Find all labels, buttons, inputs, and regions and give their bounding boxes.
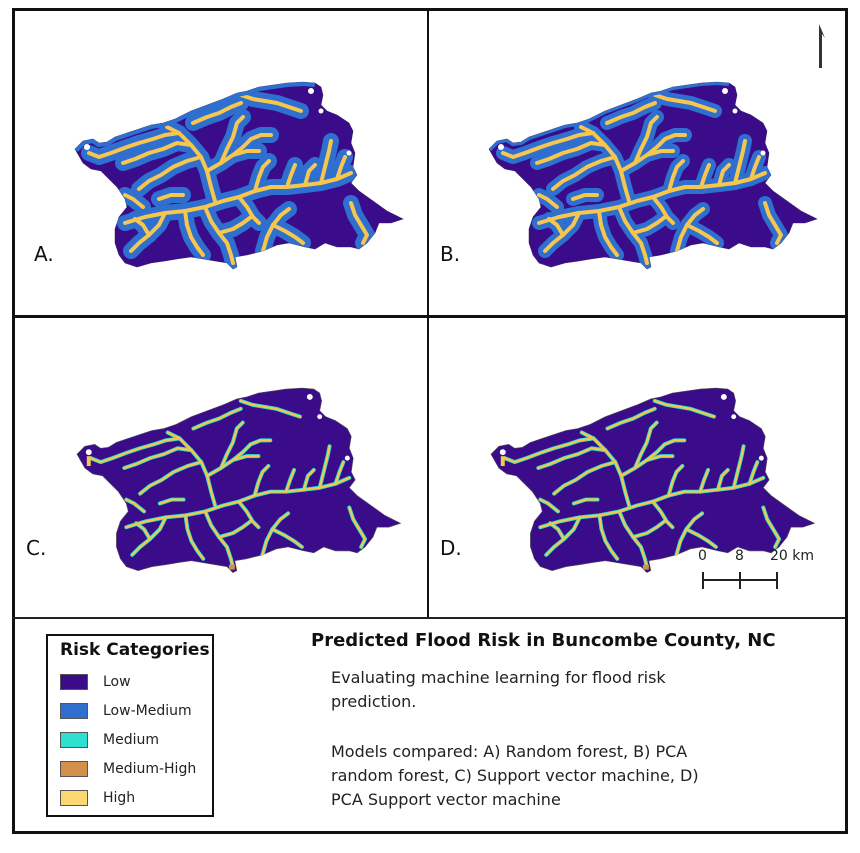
- panel-label-d: D.: [440, 536, 462, 560]
- county-map-a: [74, 81, 404, 270]
- legend-item-low-medium: Low-Medium: [60, 701, 192, 721]
- map-layout-frame: [12, 8, 848, 834]
- legend: Risk Categories Low Low-Medium Medium Me…: [46, 634, 214, 817]
- panel-divider-vertical: [427, 8, 429, 618]
- scale-bar-graphic: [702, 572, 778, 589]
- swatch-medium-high: [60, 761, 88, 777]
- models-line-3: PCA Support vector machine: [331, 790, 561, 809]
- legend-item-medium-high: Medium-High: [60, 759, 196, 779]
- panel-label-a: A.: [34, 242, 54, 266]
- map-title: Predicted Flood Risk in Buncombe County,…: [311, 630, 776, 651]
- map-panel-c: C.: [15, 318, 429, 616]
- models-line-2: random forest, C) Support vector machine…: [331, 766, 699, 785]
- legend-label: Low-Medium: [103, 703, 192, 719]
- description-line-1: Evaluating machine learning for flood ri…: [331, 668, 666, 687]
- swatch-high: [60, 790, 88, 806]
- panel-label-c: C.: [26, 536, 47, 560]
- legend-item-medium: Medium: [60, 730, 159, 750]
- scale-tick-20: 20 km: [770, 548, 815, 564]
- description-line-2: prediction.: [331, 692, 417, 711]
- legend-item-high: High: [60, 788, 135, 808]
- legend-label: Medium: [103, 732, 159, 748]
- scale-tick-8: 8: [735, 548, 744, 564]
- models-line-1: Models compared: A) Random forest, B) PC…: [331, 742, 688, 761]
- county-map-c: [76, 387, 402, 574]
- panel-label-b: B.: [440, 242, 461, 266]
- map-panel-a: A.: [15, 11, 429, 309]
- legend-title: Risk Categories: [60, 640, 210, 660]
- legend-divider: [12, 617, 845, 619]
- legend-label: Low: [103, 674, 131, 690]
- legend-label: Medium-High: [103, 761, 197, 777]
- legend-item-low: Low: [60, 672, 131, 692]
- map-panel-d: D.: [429, 318, 843, 616]
- map-panel-b: B.: [429, 11, 843, 309]
- county-map-d: [490, 387, 816, 574]
- north-arrow-icon: [819, 24, 825, 68]
- legend-label: High: [103, 790, 136, 806]
- scale-tick-0: 0: [698, 548, 707, 564]
- panel-divider-horizontal: [12, 315, 845, 318]
- swatch-low: [60, 674, 88, 690]
- county-map-b: [488, 81, 818, 270]
- swatch-medium: [60, 732, 88, 748]
- scale-bar: 0 8 20 km: [690, 548, 830, 594]
- swatch-low-medium: [60, 703, 88, 719]
